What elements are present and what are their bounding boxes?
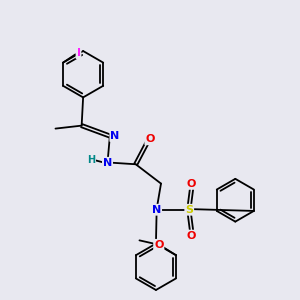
Text: I: I [76,48,80,58]
Text: S: S [185,205,193,215]
Text: N: N [103,158,112,168]
Text: O: O [187,231,196,241]
Text: O: O [154,240,164,250]
Text: N: N [152,205,161,215]
Text: O: O [187,179,196,189]
Text: H: H [87,155,95,165]
Text: N: N [110,131,120,141]
Text: O: O [145,134,155,144]
